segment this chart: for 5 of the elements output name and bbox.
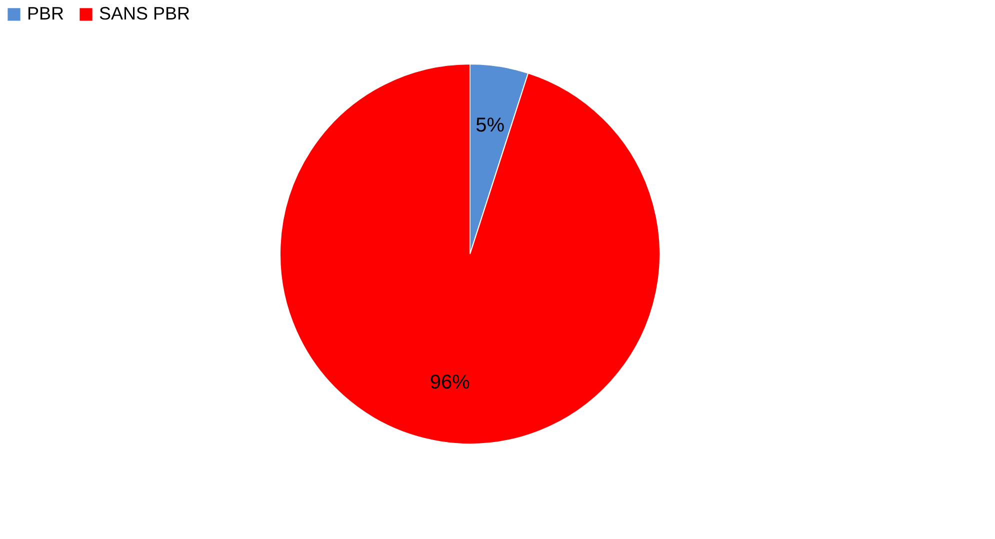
legend-label: SANS PBR: [99, 3, 190, 24]
data-label: 5%: [476, 114, 505, 137]
pie-slice: [280, 64, 660, 444]
legend-label: PBR: [27, 3, 64, 24]
data-label: 96%: [430, 371, 470, 394]
